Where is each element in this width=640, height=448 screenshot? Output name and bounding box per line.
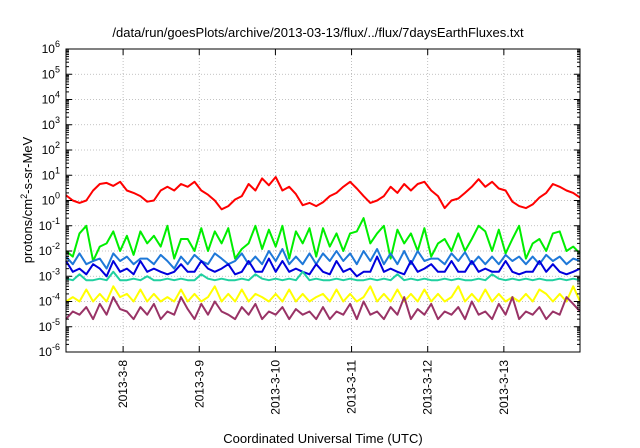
series-line-5 [65,270,581,282]
y-tick-label: 105 [42,64,60,81]
y-axis-label-rest: -s-sr-MeV [20,136,35,193]
x-axis-label: Coordinated Universal Time (UTC) [223,431,422,446]
y-tick-exponent: 6 [55,39,60,49]
y-tick-labels: 10-610-510-410-310-210-11001011021031041… [39,39,60,359]
series-line-7 [65,296,581,321]
y-tick-base: 10 [42,93,56,107]
y-tick-exponent: 1 [55,165,60,175]
y-tick-base: 10 [39,269,53,283]
x-tick-label: 2013-3-9 [192,360,206,408]
y-tick-label: 101 [42,165,60,182]
y-tick-base: 10 [39,345,53,359]
y-tick-exponent: 2 [55,140,60,150]
y-tick-label: 10-4 [39,292,60,309]
y-tick-label: 10-5 [39,317,60,334]
y-tick-exponent: -2 [52,241,60,251]
x-tick-label: 2013-3-10 [268,360,282,415]
y-tick-label: 10-1 [39,216,60,233]
y-tick-base: 10 [42,143,56,157]
y-axis-label: protons/cm2-s-sr-MeV [19,136,35,263]
series-line-2 [65,217,581,262]
y-tick-label: 10-6 [39,342,60,359]
y-tick-exponent: -6 [52,342,60,352]
y-tick-label: 102 [42,140,60,157]
y-tick-exponent: 3 [55,115,60,125]
chart-title: /data/run/goesPlots/archive/2013-03-13/f… [112,25,524,40]
series-line-6 [65,285,581,303]
y-tick-base: 10 [39,244,53,258]
y-tick-base: 10 [42,42,56,56]
y-axis-label-main: protons/cm [20,199,35,263]
series-line-3 [65,248,581,270]
y-tick-base: 10 [39,219,53,233]
grid [66,49,580,352]
x-tick-label: 2013-3-12 [421,360,435,415]
y-tick-base: 10 [42,168,56,182]
y-tick-label: 100 [42,191,60,208]
y-tick-base: 10 [42,194,56,208]
y-tick-exponent: -4 [52,292,60,302]
y-tick-label: 104 [42,90,60,107]
y-tick-exponent: 0 [55,191,60,201]
y-tick-base: 10 [39,320,53,334]
y-tick-exponent: 4 [55,90,60,100]
x-tick-labels: 2013-3-8 2013-3-9 2013-3-10 2013-3-11 2013-3… [116,360,511,415]
x-tick-label: 2013-3-8 [116,360,130,408]
y-tick-base: 10 [42,67,56,81]
x-tick-label: 2013-3-11 [345,360,359,414]
y-tick-exponent: -1 [52,216,60,226]
axis-ticks [66,48,580,353]
y-axis-label-sup: 2 [19,194,29,199]
y-tick-label: 10-2 [39,241,60,258]
y-tick-label: 106 [42,39,60,56]
series-layer [65,176,581,321]
y-tick-base: 10 [42,118,56,132]
x-tick-label: 2013-3-13 [497,360,511,415]
y-tick-exponent: 5 [55,64,60,74]
series-line-4 [65,255,581,278]
y-tick-label: 103 [42,115,60,132]
y-tick-exponent: -3 [52,266,60,276]
series-line-1 [65,176,581,211]
y-tick-label: 10-3 [39,266,60,283]
y-tick-base: 10 [39,295,53,309]
y-tick-exponent: -5 [52,317,60,327]
